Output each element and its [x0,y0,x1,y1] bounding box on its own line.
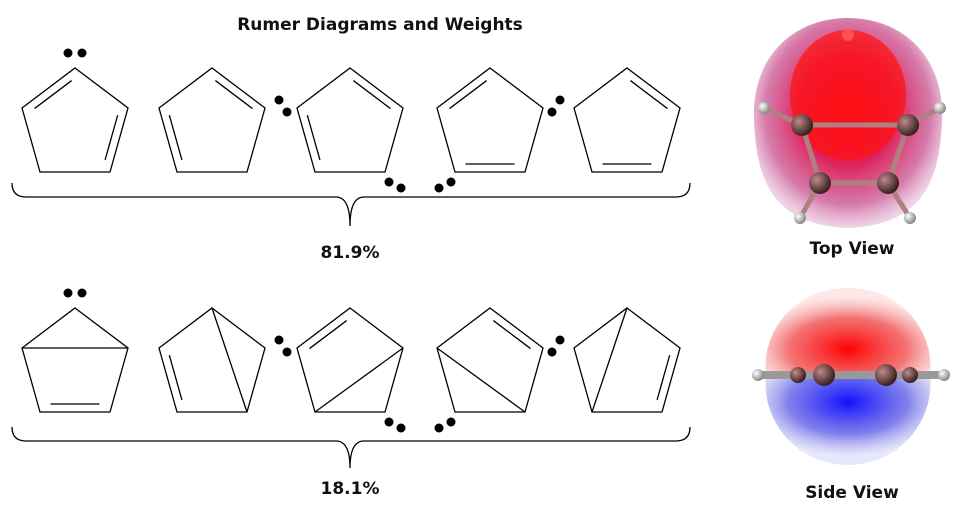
lone-pair-dot [397,184,406,193]
chord-bond [212,308,247,412]
top-view-orbital [754,18,946,228]
ring [574,308,680,412]
ring [437,68,543,172]
chord-bond [437,348,525,412]
side-view-orbital [752,288,950,465]
lone-pair-dot [64,289,73,298]
ring [297,68,403,172]
lone-pair-dot [556,336,565,345]
lone-pair-dot [397,424,406,433]
brace [12,183,690,226]
view-label: Side View [805,483,899,503]
lone-pair-dot [275,96,284,105]
lone-pair-dot [283,108,292,117]
lone-pair-dot [556,96,565,105]
ring [159,68,265,172]
chord-bond [315,348,403,412]
weight: 18.1% [321,479,380,499]
title: Rumer Diagrams and Weights [237,15,523,35]
lone-pair-dot [435,424,444,433]
lone-pair-dot [435,184,444,193]
brace [12,427,690,468]
ring [574,68,680,172]
lone-pair-dot [78,49,87,58]
lone-pair-dot [447,178,456,187]
chord-bond [592,308,627,412]
lone-pair-dot [64,49,73,58]
lone-pair-dot [447,418,456,427]
lone-pair-dot [283,348,292,357]
lone-pair-dot [275,336,284,345]
lone-pair-dot [548,108,557,117]
lone-pair-dot [385,178,394,187]
figure: Rumer Diagrams and Weights 81.9% 18.1% T… [0,0,954,506]
lone-pair-dot [78,289,87,298]
ring [22,308,128,412]
view-label: Top View [809,239,894,259]
ring [22,68,128,172]
lone-pair-dot [548,348,557,357]
ring [159,308,265,412]
weight: 81.9% [321,243,380,263]
lone-pair-dot [385,418,394,427]
